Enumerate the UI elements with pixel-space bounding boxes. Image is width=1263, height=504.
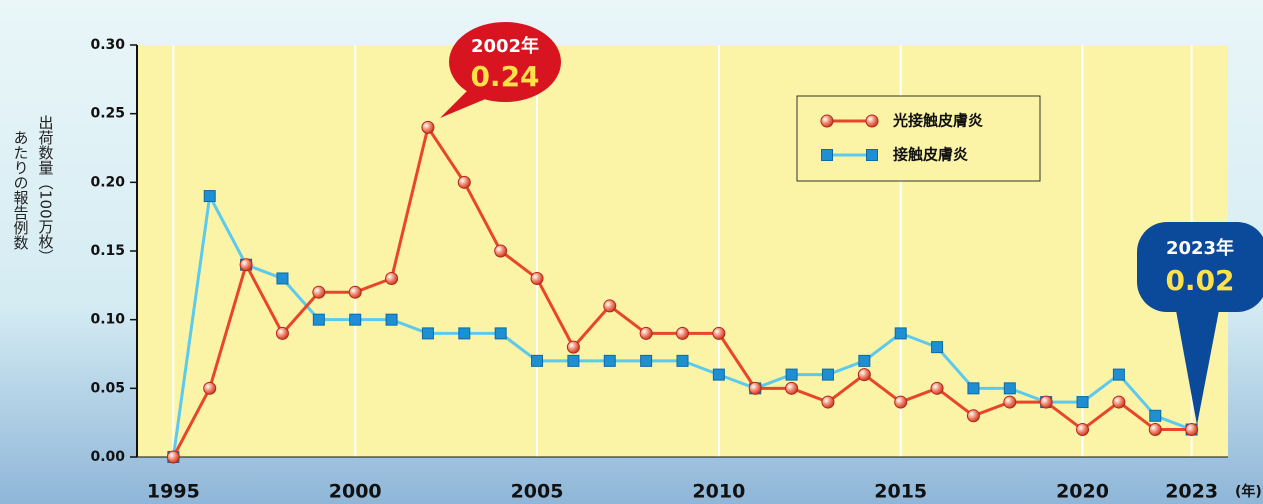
- marker: [386, 272, 398, 284]
- marker: [931, 382, 943, 394]
- plot-area: [137, 45, 1228, 457]
- marker: [1113, 369, 1124, 380]
- marker: [386, 314, 397, 325]
- marker: [641, 355, 652, 366]
- marker: [640, 327, 652, 339]
- marker: [567, 341, 579, 353]
- marker: [713, 369, 724, 380]
- marker: [968, 383, 979, 394]
- marker: [822, 369, 833, 380]
- marker: [204, 191, 215, 202]
- marker: [422, 121, 434, 133]
- marker: [313, 314, 324, 325]
- y-axis-label: 出荷数量（100万枚）: [37, 115, 55, 264]
- marker: [1150, 410, 1161, 421]
- marker: [1113, 396, 1125, 408]
- callout-value: 0.02: [1165, 264, 1234, 297]
- marker: [276, 327, 288, 339]
- callout-year: 2023年: [1166, 237, 1234, 259]
- marker: [821, 115, 833, 127]
- x-unit: (年): [1235, 483, 1262, 500]
- marker: [422, 328, 433, 339]
- marker: [604, 300, 616, 312]
- x-tick-label: 2015: [874, 481, 927, 503]
- marker: [822, 150, 833, 161]
- marker: [932, 342, 943, 353]
- marker: [532, 355, 543, 366]
- legend-box: [797, 96, 1040, 181]
- marker: [895, 396, 907, 408]
- marker: [967, 410, 979, 422]
- marker: [313, 286, 325, 298]
- marker: [1077, 397, 1088, 408]
- x-tick-label: 2010: [692, 481, 745, 503]
- marker: [866, 115, 878, 127]
- legend-label: 光接触皮膚炎: [892, 112, 983, 130]
- marker: [677, 355, 688, 366]
- marker: [604, 355, 615, 366]
- marker: [822, 396, 834, 408]
- marker: [167, 451, 179, 463]
- marker: [1004, 383, 1015, 394]
- x-tick-label: 1995: [147, 481, 200, 503]
- marker: [204, 382, 216, 394]
- y-tick-label: 0.15: [90, 243, 125, 259]
- marker: [786, 369, 797, 380]
- marker: [277, 273, 288, 284]
- y-axis-label: あたりの報告例数: [12, 130, 30, 250]
- y-tick-label: 0.05: [90, 380, 125, 396]
- marker: [495, 328, 506, 339]
- marker: [458, 176, 470, 188]
- marker: [786, 382, 798, 394]
- marker: [1186, 424, 1198, 436]
- marker: [1149, 424, 1161, 436]
- x-tick-label: 2020: [1056, 481, 1109, 503]
- y-tick-label: 0.25: [90, 106, 125, 122]
- x-tick-label: 2005: [511, 481, 564, 503]
- marker: [867, 150, 878, 161]
- marker: [1004, 396, 1016, 408]
- marker: [859, 355, 870, 366]
- marker: [1077, 424, 1089, 436]
- marker: [895, 328, 906, 339]
- marker: [531, 272, 543, 284]
- marker: [858, 369, 870, 381]
- marker: [459, 328, 470, 339]
- x-tick-label: 2000: [329, 481, 382, 503]
- callout-value: 0.24: [470, 60, 539, 93]
- marker: [240, 259, 252, 271]
- x-tick-label: 2023: [1165, 481, 1218, 503]
- legend-label: 接触皮膚炎: [893, 146, 968, 164]
- callout-year: 2002年: [471, 35, 539, 57]
- marker: [677, 327, 689, 339]
- marker: [349, 286, 361, 298]
- marker: [749, 382, 761, 394]
- marker: [568, 355, 579, 366]
- marker: [350, 314, 361, 325]
- marker: [713, 327, 725, 339]
- chart: 出荷数量（100万枚） あたりの報告例数 2002年0.242023年0.02 …: [0, 0, 1263, 504]
- marker: [495, 245, 507, 257]
- y-tick-label: 0.00: [90, 449, 125, 465]
- y-tick-label: 0.20: [90, 174, 125, 190]
- y-tick-label: 0.10: [90, 312, 125, 328]
- marker: [1040, 396, 1052, 408]
- y-tick-label: 0.30: [90, 37, 125, 53]
